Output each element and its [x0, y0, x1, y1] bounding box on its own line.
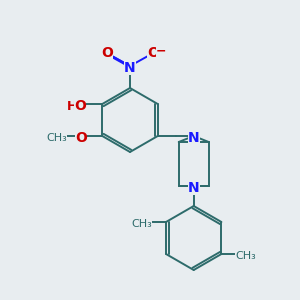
Text: O: O — [147, 46, 159, 60]
Text: CH₃: CH₃ — [235, 251, 256, 261]
Text: O: O — [101, 46, 113, 60]
Text: −: − — [156, 44, 166, 58]
Text: N: N — [124, 61, 136, 75]
Text: CH₃: CH₃ — [46, 133, 67, 143]
Text: CH₃: CH₃ — [132, 219, 152, 229]
Text: H: H — [67, 100, 77, 112]
Text: O: O — [74, 99, 86, 113]
Text: O: O — [75, 131, 87, 145]
Text: N: N — [188, 131, 200, 145]
Text: N: N — [188, 181, 200, 195]
